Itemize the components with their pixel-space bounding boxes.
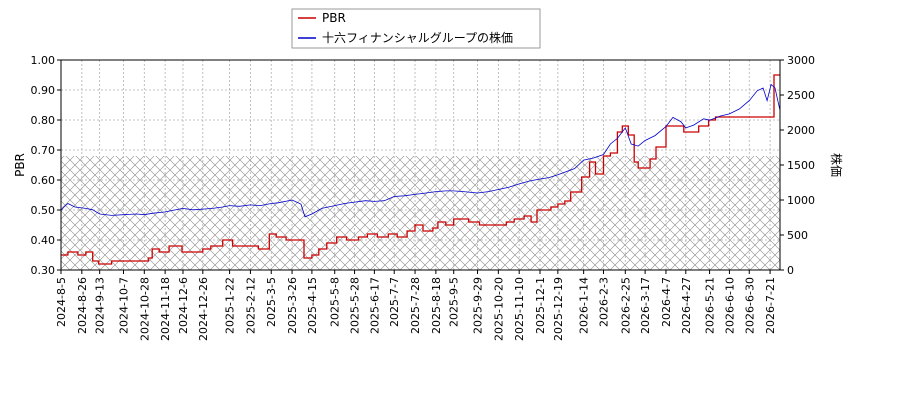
y-left-tick-label: 0.80 xyxy=(31,114,56,127)
x-tick-label: 2025-3-26 xyxy=(286,277,299,334)
x-tick-label: 2026-5-21 xyxy=(704,277,717,334)
y-left-tick-label: 0.90 xyxy=(31,84,56,97)
x-tick-label: 2025-12-19 xyxy=(552,277,565,341)
axes: 0.30 0.40 0.50 0.60 0.70 0.80 0.90 1.00 0 500 1000… xyxy=(31,54,816,341)
x-tick-label: 2026-2-25 xyxy=(619,277,632,334)
series-line-pbr xyxy=(61,74,780,265)
legend-box xyxy=(291,8,541,49)
x-tick-label: 2026-6-10 xyxy=(723,277,736,334)
x-tick-label: 2025-2-12 xyxy=(244,277,257,334)
x-tick-label: 2026-7-21 xyxy=(764,277,777,334)
hatched-band xyxy=(61,156,780,270)
x-tick-label: 2026-4-27 xyxy=(680,277,693,334)
y-right-tick-label: 1000 xyxy=(787,194,815,207)
y-left-tick-label: 0.60 xyxy=(31,174,56,187)
x-tick-label: 2025-10-20 xyxy=(492,277,505,341)
x-tick-label: 2025-6-17 xyxy=(368,277,381,334)
y-right-tick-label: 2500 xyxy=(787,89,815,102)
x-tick-label: 2025-7-28 xyxy=(409,277,422,334)
x-tick-label: 2026-3-17 xyxy=(639,277,652,334)
legend-label-pbr: PBR xyxy=(322,11,346,25)
x-tick-label: 2025-3-5 xyxy=(265,277,278,327)
x-tick-label: 2024-11-18 xyxy=(159,277,172,341)
y-right-tick-label: 1500 xyxy=(787,159,815,172)
y-left-tick-label: 1.00 xyxy=(31,54,56,67)
x-tick-label: 2024-10-7 xyxy=(117,277,130,334)
x-tick-label: 2024-8-26 xyxy=(76,277,89,334)
x-tick-label: 2026-6-30 xyxy=(743,277,756,334)
y-left-tick-label: 0.30 xyxy=(31,264,56,277)
y-axis-right-title: 株価 xyxy=(829,153,844,177)
series-group xyxy=(61,74,780,265)
x-tick-label: 2025-11-10 xyxy=(513,277,526,341)
x-tick-label: 2025-9-29 xyxy=(472,277,485,334)
x-tick-label: 2025-5-8 xyxy=(329,277,342,327)
y-left-tick-label: 0.50 xyxy=(31,204,56,217)
grid xyxy=(60,59,780,271)
x-tick-label: 2025-5-28 xyxy=(349,277,362,334)
x-tick-label: 2025-7-7 xyxy=(388,277,401,327)
legend: PBR 十六フィナンシャルグループの株価 xyxy=(291,8,541,49)
y-right-tick-label: 3000 xyxy=(787,54,815,67)
x-tick-label: 2024-9-13 xyxy=(94,277,107,334)
x-tick-label: 2025-9-5 xyxy=(448,277,461,327)
y-right-tick-label: 0 xyxy=(787,264,794,277)
x-tick-label: 2024-12-26 xyxy=(197,277,210,341)
legend-label-price: 十六フィナンシャルグループの株価 xyxy=(322,30,513,45)
y-left-tick-label: 0.40 xyxy=(31,234,56,247)
x-tick-label: 2024-8-5 xyxy=(55,277,68,327)
x-tick-label: 2025-1-22 xyxy=(224,277,237,334)
x-tick-label: 2025-8-18 xyxy=(430,277,443,334)
y-axis-left-title: PBR xyxy=(13,153,27,177)
x-tick-label: 2024-12-6 xyxy=(177,277,190,334)
x-tick-label: 2026-2-3 xyxy=(597,277,610,327)
x-tick-label: 2026-1-14 xyxy=(578,277,591,334)
y-right-tick-label: 2000 xyxy=(787,124,815,137)
series-line-price xyxy=(61,83,780,218)
x-tick-label: 2025-4-15 xyxy=(306,277,319,334)
y-left-tick-label: 0.70 xyxy=(31,144,56,157)
x-tick-label: 2024-10-28 xyxy=(138,277,151,341)
x-tick-label: 2026-4-7 xyxy=(660,277,673,327)
x-tick-label: 2025-12-1 xyxy=(534,277,547,334)
y-right-tick-label: 500 xyxy=(787,229,808,242)
